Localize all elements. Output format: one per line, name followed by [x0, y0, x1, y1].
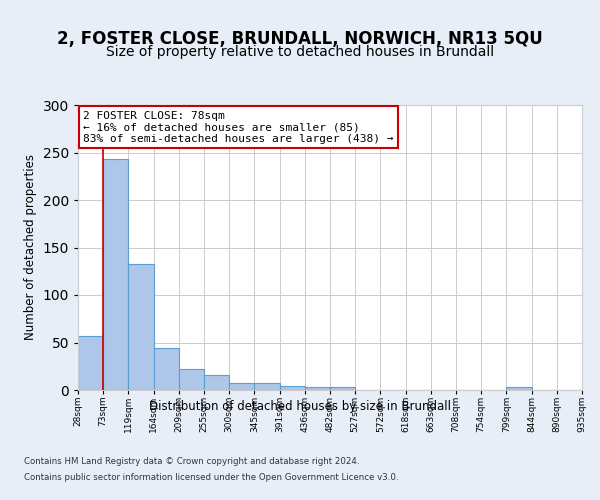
- Y-axis label: Number of detached properties: Number of detached properties: [24, 154, 37, 340]
- Bar: [254, 384, 280, 390]
- Text: 2 FOSTER CLOSE: 78sqm
← 16% of detached houses are smaller (85)
83% of semi-deta: 2 FOSTER CLOSE: 78sqm ← 16% of detached …: [83, 110, 394, 144]
- Bar: [179, 369, 204, 390]
- Bar: [154, 348, 179, 390]
- Bar: [305, 387, 330, 390]
- Bar: [128, 264, 154, 390]
- Text: Contains HM Land Registry data © Crown copyright and database right 2024.: Contains HM Land Registry data © Crown c…: [24, 458, 359, 466]
- Bar: [280, 386, 305, 390]
- Text: Contains public sector information licensed under the Open Government Licence v3: Contains public sector information licen…: [24, 472, 398, 482]
- Bar: [204, 375, 229, 390]
- Bar: [229, 384, 254, 390]
- Bar: [78, 336, 103, 390]
- Text: Size of property relative to detached houses in Brundall: Size of property relative to detached ho…: [106, 45, 494, 59]
- Text: Distribution of detached houses by size in Brundall: Distribution of detached houses by size …: [149, 400, 451, 413]
- Text: 2, FOSTER CLOSE, BRUNDALL, NORWICH, NR13 5QU: 2, FOSTER CLOSE, BRUNDALL, NORWICH, NR13…: [57, 30, 543, 48]
- Bar: [103, 159, 128, 390]
- Bar: [330, 387, 355, 390]
- Bar: [506, 387, 532, 390]
